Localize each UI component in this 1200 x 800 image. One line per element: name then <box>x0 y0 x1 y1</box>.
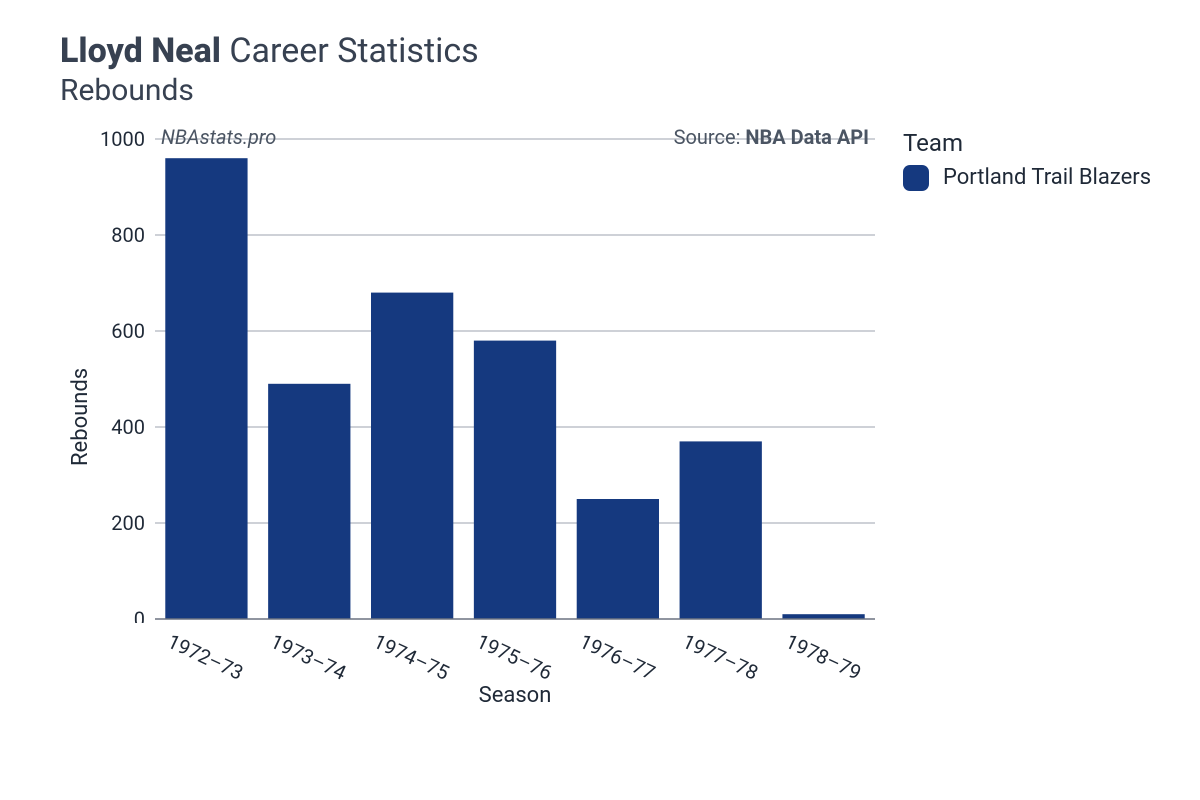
legend-item-label: Portland Trail Blazers <box>943 165 1151 190</box>
bar-chart: 0 200 400 600 800 1000 <box>93 127 875 623</box>
x-tick-label: 1974–75 <box>370 629 453 685</box>
x-tick-labels: 1972–731973–741974–751975–761976–771977–… <box>93 623 875 679</box>
x-tick-label: 1978–79 <box>781 629 864 685</box>
x-tick-label: 1977–78 <box>679 629 762 685</box>
y-tick-label: 200 <box>111 511 145 535</box>
bar <box>371 292 453 618</box>
legend-title: Team <box>903 129 1151 157</box>
x-axis-title: Season <box>93 683 875 708</box>
bar <box>474 340 556 618</box>
legend-item: Portland Trail Blazers <box>903 165 1151 191</box>
y-tick-label: 600 <box>111 319 145 343</box>
chart-container: Lloyd Neal Career Statistics Rebounds Re… <box>0 0 1200 708</box>
legend: Team Portland Trail Blazers <box>903 127 1151 191</box>
y-tick-label: 400 <box>111 415 145 439</box>
title-suffix: Career Statistics <box>229 31 478 71</box>
y-axis-title: Rebounds <box>60 177 93 657</box>
y-tick-label: 1000 <box>100 127 145 151</box>
x-tick-label: 1972–73 <box>164 629 247 685</box>
bar <box>577 499 659 619</box>
x-tick-label: 1975–76 <box>473 629 556 685</box>
legend-swatch <box>903 165 929 191</box>
y-tick-label: 0 <box>134 607 145 623</box>
x-tick-label: 1976–77 <box>576 629 659 685</box>
legend-items: Portland Trail Blazers <box>903 165 1151 191</box>
player-name: Lloyd Neal <box>60 31 221 71</box>
x-tick-label: 1973–74 <box>267 629 350 685</box>
figure-row: Rebounds NBAstats.pro Source: NBA Data A… <box>60 127 1160 708</box>
chart-title-line1: Lloyd Neal Career Statistics <box>60 30 1160 73</box>
title-block: Lloyd Neal Career Statistics Rebounds <box>60 30 1160 109</box>
chart-title-line2: Rebounds <box>60 73 1160 109</box>
bar <box>165 158 247 619</box>
chart-column: NBAstats.pro Source: NBA Data API 020040… <box>93 127 875 708</box>
bar <box>268 383 350 618</box>
y-tick-label: 800 <box>111 223 145 247</box>
chart-plot-wrap: NBAstats.pro Source: NBA Data API 020040… <box>93 127 875 623</box>
bar <box>680 441 762 619</box>
